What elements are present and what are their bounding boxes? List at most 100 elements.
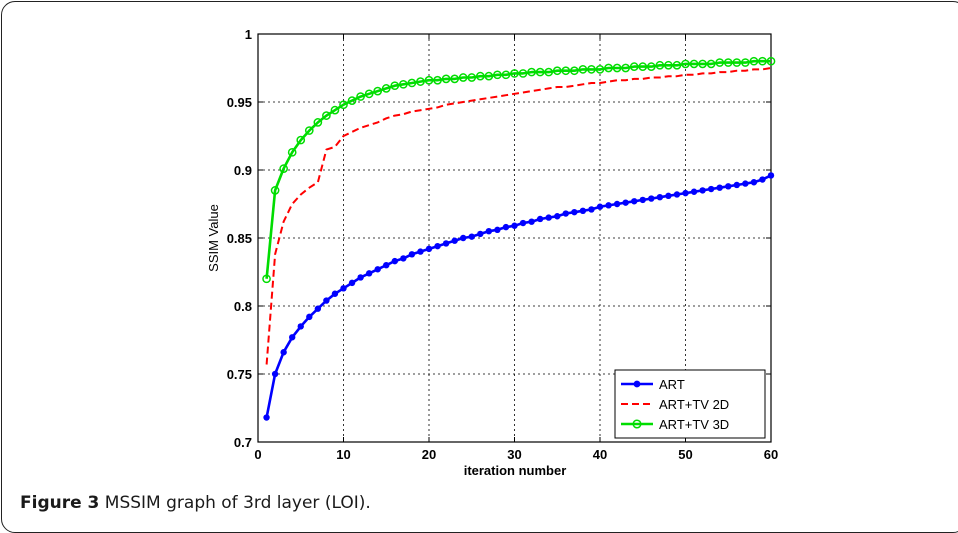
y-axis-label: SSIM Value [206,204,221,272]
caption-label: Figure 3 [20,493,100,513]
data-point-art [519,219,527,227]
y-tick-label: 0.8 [234,299,252,314]
data-point-art [733,181,740,189]
x-axis-label: iteration number [464,463,567,478]
data-point-art [477,230,484,238]
data-point-art [682,189,689,197]
data-point-art-tv-3d [612,63,622,73]
data-point-art [357,274,364,281]
data-point-art [323,297,330,304]
y-tick-label: 0.75 [227,367,252,382]
data-point-art-tv-3d [399,79,408,89]
caption-text: MSSIM graph of 3rd layer (LOI). [104,493,371,513]
data-point-art-tv-3d [304,126,314,135]
y-tick-label: 0.85 [227,231,252,246]
data-point-art-tv-3d [313,118,323,127]
data-point-art [528,218,535,225]
data-point-art [289,334,296,341]
data-point-art [297,323,304,330]
data-point-art [502,223,510,231]
data-point-art-tv-3d [518,69,528,78]
data-point-art-tv-3d [433,75,442,85]
data-point-art [716,184,723,191]
data-point-art [348,279,356,287]
data-point-art-tv-3d [527,67,536,77]
x-tick-label: 60 [764,447,778,462]
line-chart: 0 10 20 30 40 50 60 0.7 0.75 0.8 0.85 0.9 0.95 1 iter… [206,27,779,478]
data-point-art [340,285,347,292]
data-point-art-tv-3d [672,60,682,70]
data-point-art-tv-3d [270,186,280,195]
data-point-art [400,255,407,262]
data-point-art-tv-3d [544,67,554,77]
data-point-art [656,194,664,201]
data-point-art [571,208,578,216]
data-point-art [648,195,655,202]
data-point-art [673,191,681,198]
legend-marker-art-tv-3d [632,419,642,429]
data-point-art [391,257,398,265]
data-point-art [596,203,604,210]
data-point-art [707,185,715,193]
data-point-art [759,176,766,183]
data-point-art [562,210,569,217]
data-point-art [631,198,638,205]
data-point-art-tv-3d [364,89,374,99]
data-point-art-tv-3d [407,78,417,88]
data-point-art-tv-3d [595,65,605,74]
data-point-art-tv-3d [629,62,639,71]
data-point-art [271,370,279,378]
data-point-art-tv-3d [373,86,383,96]
data-point-art [579,207,587,214]
data-point-art-tv-3d [664,60,673,70]
data-point-art-tv-3d [484,71,494,81]
data-point-art-tv-3d [501,70,511,80]
x-tick-label: 50 [678,447,692,462]
data-point-art-tv-3d [330,105,340,115]
data-point-art [742,180,749,187]
data-point-art-tv-3d [689,59,699,69]
data-point-art [280,349,287,356]
axis-ticks: 0 10 20 30 40 50 60 0.7 0.75 0.8 0.85 0.9 0.95 1 [227,27,779,462]
data-point-art [690,188,698,195]
data-point-art [545,214,552,221]
series-layer [262,56,776,421]
legend-label-art: ART [659,377,685,392]
data-point-art-tv-3d [347,96,357,105]
data-point-art [639,196,646,204]
data-point-art-tv-3d [621,63,631,73]
y-tick-label: 0.7 [234,435,252,450]
data-point-art-tv-3d [749,56,759,66]
data-point-art-tv-3d [758,56,767,66]
data-point-art [331,290,339,297]
data-point-art-tv-3d [561,66,571,76]
data-point-art [605,202,612,209]
data-point-art [374,266,381,273]
data-point-art-tv-3d [424,75,434,85]
data-point-art-tv-3d [587,65,596,74]
x-tick-label: 20 [422,447,436,462]
data-point-art-tv-3d [638,62,648,71]
data-point-art-tv-3d [732,58,742,67]
data-point-art-tv-3d [604,63,613,73]
data-point-art-tv-3d [655,60,665,70]
data-point-art [451,237,458,244]
data-point-art [511,222,518,229]
data-point-art-tv-3d [493,70,502,80]
y-tick-label: 1 [245,27,252,42]
x-tick-label: 0 [254,447,261,462]
y-tick-label: 0.9 [234,163,252,178]
data-point-art [468,233,475,240]
data-point-art [767,172,775,179]
data-point-art-tv-3d [279,164,288,173]
data-point-art [460,234,467,242]
data-point-art-tv-3d [450,74,459,84]
data-point-art [306,313,313,321]
data-point-art-tv-3d [570,66,579,76]
data-point-art [536,215,544,223]
data-point-art [365,270,373,277]
legend-label-art-tv-2d: ART+TV 2D [659,397,729,412]
data-point-art [665,192,672,200]
data-point-art-tv-3d [381,84,391,93]
data-point-art-tv-3d [458,73,468,82]
